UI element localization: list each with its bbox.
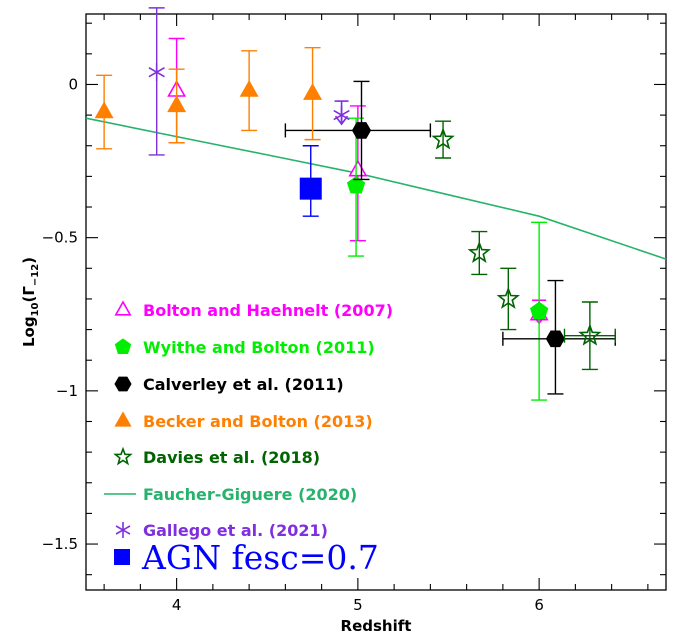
y-tick-label: −0.5 xyxy=(42,229,78,247)
hexagon-marker xyxy=(114,376,132,392)
y-axis-label: Log10(Γ−12) xyxy=(20,257,41,347)
series-group xyxy=(148,7,350,156)
asterisk-marker xyxy=(148,67,165,78)
series-group xyxy=(299,145,322,217)
square-marker xyxy=(299,177,322,200)
legend-label: Calverley et al. (2011) xyxy=(143,375,344,394)
hexagon-marker xyxy=(545,330,565,348)
series-group xyxy=(431,120,616,371)
legend-label: Gallego et al. (2021) xyxy=(143,521,328,540)
legend: Bolton and Haehnelt (2007) Wyithe and Bol… xyxy=(104,300,393,577)
series-group xyxy=(284,80,616,395)
asterisk-marker xyxy=(115,525,131,535)
star-marker xyxy=(431,127,455,150)
legend-label: Faucher-Giguere (2020) xyxy=(143,485,357,504)
x-axis-label: Redshift xyxy=(341,617,412,635)
legend-label: Wyithe and Bolton (2011) xyxy=(143,338,375,357)
y-tick-label: −1 xyxy=(56,382,78,400)
star-marker xyxy=(113,446,133,466)
x-tick-label: 4 xyxy=(172,596,182,614)
legend-label: Becker and Bolton (2013) xyxy=(143,412,373,431)
star-marker xyxy=(578,323,602,346)
triangle-marker xyxy=(348,159,368,177)
model-lines xyxy=(85,117,667,260)
pentagon-marker xyxy=(346,175,366,194)
y-tick-label: 0 xyxy=(68,75,78,93)
square-marker xyxy=(114,549,130,565)
series-group xyxy=(346,117,549,401)
series-group xyxy=(94,47,323,150)
star-marker xyxy=(467,240,491,263)
legend-label: Bolton and Haehnelt (2007) xyxy=(143,301,393,320)
triangle-marker xyxy=(114,300,132,316)
model-line xyxy=(85,117,667,260)
triangle-marker xyxy=(114,411,132,427)
y-tick-label: −1.5 xyxy=(42,535,78,553)
tick-labels: 4 5 6 0 −0.5 −1 −1.5 xyxy=(42,75,544,614)
x-tick-label: 5 xyxy=(353,596,363,614)
plot-frame xyxy=(85,13,667,591)
legend-label: Davies et al. (2018) xyxy=(143,448,320,467)
legend-label: AGN fesc=0.7 xyxy=(141,538,379,577)
asterisk-marker xyxy=(333,109,350,121)
x-tick-label: 6 xyxy=(534,596,544,614)
pentagon-marker xyxy=(530,301,549,319)
svg-text:Log10(Γ−12): Log10(Γ−12) xyxy=(20,257,41,347)
axis-ticks xyxy=(86,14,666,590)
hexagon-marker xyxy=(351,122,372,139)
triangle-marker xyxy=(167,95,187,113)
triangle-marker xyxy=(303,83,323,100)
triangle-marker xyxy=(94,101,114,119)
data-points xyxy=(94,7,616,401)
triangle-marker xyxy=(239,79,259,97)
star-marker xyxy=(496,286,520,309)
pentagon-marker xyxy=(114,338,132,354)
